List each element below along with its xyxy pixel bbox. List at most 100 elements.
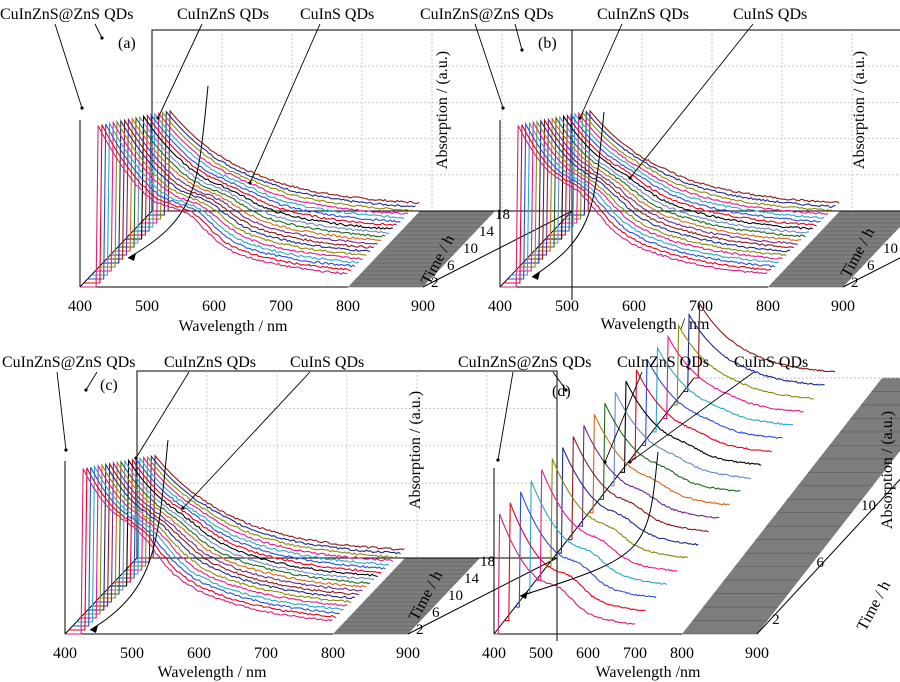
spectrum-curve — [526, 118, 795, 260]
x-tick-label: 500 — [135, 298, 159, 315]
time-tick-label: 2 — [416, 622, 424, 638]
annotation-leader — [579, 23, 623, 119]
annotation-leader — [497, 371, 514, 461]
time-tick-label: 14 — [479, 224, 495, 240]
x-tick-label: 500 — [529, 645, 553, 662]
spectrum-curve — [511, 121, 779, 276]
spectrum-curve — [65, 468, 333, 635]
spectrum-curve — [568, 110, 836, 216]
x-tick-label: 800 — [756, 298, 780, 315]
annotation-leader — [629, 23, 754, 179]
y-axis-label: Absorption / (a.u.) — [407, 391, 424, 509]
spectrum-curve — [694, 301, 836, 379]
annotation-arrows — [56, 371, 311, 633]
time-tick-label: 2 — [772, 612, 780, 628]
panel-b: (b) CuInZnS@ZnS QDs CuInZnS QDs CuInS QD… — [420, 6, 900, 333]
spectrum-curve — [83, 463, 352, 615]
time-axis-line — [499, 210, 573, 288]
x-tick-label: 500 — [120, 645, 144, 662]
annotation-label: CuInZnS@ZnS QDs — [420, 6, 553, 23]
spectrum-curve — [572, 109, 840, 212]
y-axis-label: Absorption / (a.u.) — [434, 51, 451, 169]
annotation-arrows — [474, 23, 754, 280]
time-trend-arrow — [519, 451, 659, 597]
spectrum-curve — [114, 116, 382, 252]
spectrum-curve — [95, 120, 363, 272]
spectrum-curve — [133, 454, 401, 563]
spectrum-curve — [83, 124, 352, 284]
spectrum-curve — [641, 358, 783, 446]
spectrum-curve — [102, 459, 371, 595]
time-axis-floor — [768, 210, 900, 288]
spectrum-curve — [99, 460, 367, 599]
time-tick-label: 10 — [861, 498, 876, 514]
spectrum-curve — [567, 436, 709, 541]
x-tick-label: 400 — [488, 298, 512, 315]
time-tick-label: 18 — [495, 207, 510, 223]
annotation-label: CuInZnS QDs — [177, 6, 269, 23]
spectrum-curve — [518, 119, 787, 268]
arrow-head — [520, 591, 528, 599]
spectrum-curve — [500, 125, 768, 288]
annotation-label: CuInZnS QDs — [164, 354, 256, 371]
spectrum-curve — [144, 110, 412, 220]
spectrum-curve — [672, 323, 815, 406]
time-tick-label: 10 — [448, 588, 463, 604]
y-axis-label: Absorption / (a.u.) — [879, 411, 896, 529]
x-tick-label: 600 — [622, 298, 646, 315]
x-axis-label: Wavelength / nm — [158, 664, 267, 681]
time-tick-label: 2 — [851, 275, 859, 291]
spectrum-curve — [80, 125, 348, 288]
spectrum-curve — [530, 117, 798, 256]
spectrum-curve — [148, 110, 416, 216]
spectrum-curve — [125, 455, 394, 571]
annotation-arrowhead — [84, 388, 88, 392]
spectrum-curve — [87, 462, 356, 611]
annotation-arrows — [54, 23, 321, 261]
floor-region — [768, 211, 900, 287]
spectrum-curve — [114, 457, 382, 583]
annotation-arrowhead — [603, 460, 607, 464]
annotation-label: CuInS QDs — [300, 6, 374, 23]
spectrum-curve — [106, 118, 375, 260]
spectrum-curve — [136, 112, 405, 228]
annotation-leader — [474, 23, 504, 109]
annotation-arrowhead — [80, 106, 84, 110]
annotation-arrowhead — [496, 458, 500, 462]
panel-label: (b) — [538, 35, 557, 52]
annotation-label: CuInZnS QDs — [597, 6, 689, 23]
time-tick-label: 14 — [464, 571, 480, 587]
annotation-leader — [94, 23, 103, 39]
x-axis-label: Wavelength / nm — [601, 316, 710, 333]
annotation-label: CuInZnS QDs — [617, 354, 709, 371]
x-tick-label: 800 — [336, 298, 360, 315]
time-tick-label: 6 — [867, 258, 875, 274]
spectrum-curve — [80, 463, 348, 619]
arrow-head — [90, 625, 98, 633]
annotation-leader — [135, 371, 190, 459]
spectrum-curve — [588, 414, 730, 514]
annotation-label: CuInZnS@ZnS QDs — [2, 354, 135, 371]
x-tick-label: 700 — [269, 298, 293, 315]
spectrum-curve — [503, 124, 772, 284]
annotation-label: CuInS QDs — [734, 354, 808, 371]
floor-region — [682, 378, 900, 634]
spectrum-curve — [110, 458, 378, 587]
time-axis-floor — [348, 210, 495, 288]
spectrum-curve — [91, 121, 359, 276]
annotation-arrowhead — [134, 456, 138, 460]
time-trend-arrow — [531, 111, 605, 278]
annotation-label: CuInS QDs — [733, 6, 807, 23]
spectrum-curve — [121, 456, 390, 575]
spectrum-curve — [534, 116, 802, 252]
spectrum-curve — [87, 123, 356, 280]
x-tick-label: 900 — [831, 298, 855, 315]
spectrum-curve — [95, 461, 363, 603]
axes-frame — [493, 377, 900, 635]
time-axis-right — [407, 557, 558, 635]
floor-region — [348, 211, 495, 287]
panel-c: (c) CuInZnS@ZnS QDs CuInZnS QDs CuInS QD… — [2, 354, 558, 681]
time-tick-label: 10 — [463, 241, 478, 257]
annotation-leader — [604, 371, 643, 463]
